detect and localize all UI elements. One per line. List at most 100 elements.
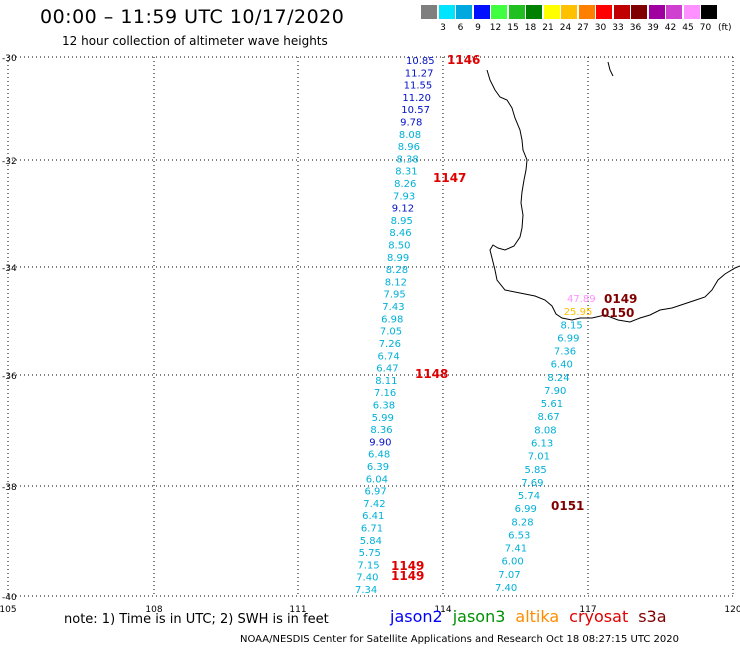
legend-swatch bbox=[561, 5, 577, 19]
wave-height-value: 11.27 bbox=[405, 68, 434, 79]
pass-time-label: 1147 bbox=[433, 171, 466, 185]
wave-height-value: 7.41 bbox=[505, 544, 527, 555]
wave-height-value: 7.93 bbox=[393, 191, 415, 202]
wave-height-value: 10.57 bbox=[401, 105, 430, 116]
footnote: note: 1) Time is in UTC; 2) SWH is in fe… bbox=[64, 612, 329, 627]
wave-height-value: 7.40 bbox=[356, 573, 378, 584]
credit-line: NOAA/NESDIS Center for Satellite Applica… bbox=[240, 634, 679, 645]
wave-height-value: 8.99 bbox=[387, 253, 409, 264]
legend-label: 39 bbox=[647, 23, 659, 33]
pass-time-label: 1149 bbox=[391, 569, 424, 583]
legend-label: 45 bbox=[682, 23, 694, 33]
legend-units: (ft) bbox=[718, 23, 732, 33]
wave-height-value: 11.20 bbox=[402, 93, 431, 104]
wave-height-value: 7.95 bbox=[384, 290, 406, 301]
legend-label: 12 bbox=[489, 23, 502, 33]
wave-height-value: 8.28 bbox=[386, 265, 408, 276]
wave-height-value: 6.99 bbox=[557, 333, 579, 344]
legend-label: 42 bbox=[664, 23, 677, 33]
legend-swatch bbox=[438, 5, 455, 19]
legend-swatch bbox=[508, 5, 525, 19]
wave-height-value: 8.50 bbox=[388, 241, 410, 252]
wave-height-value: 6.41 bbox=[362, 511, 384, 522]
wave-height-value: 7.16 bbox=[374, 388, 396, 399]
wave-height-value: 9.78 bbox=[400, 118, 422, 129]
lat-label: -40 bbox=[2, 593, 17, 603]
wave-height-value: 8.96 bbox=[398, 142, 420, 153]
legend-label: 15 bbox=[507, 23, 519, 33]
wave-height-value: 5.61 bbox=[541, 399, 563, 410]
wave-height-values: 10.8511.2711.5511.2010.579.788.088.968.3… bbox=[355, 56, 596, 596]
wave-height-value: 6.71 bbox=[361, 524, 383, 535]
wave-height-value: 8.36 bbox=[370, 425, 392, 436]
satellite-name: jason2 bbox=[390, 607, 443, 626]
wave-height-value: 6.97 bbox=[365, 487, 387, 498]
wave-height-value: 6.99 bbox=[515, 504, 537, 515]
satellite-name: s3a bbox=[638, 607, 667, 626]
legend-swatch bbox=[701, 5, 717, 19]
wave-height-value: 7.69 bbox=[521, 478, 543, 489]
legend-swatch bbox=[631, 5, 647, 19]
wave-height-value: 9.12 bbox=[392, 204, 414, 215]
legend-label: 36 bbox=[629, 23, 642, 33]
legend-label: 9 bbox=[475, 23, 481, 33]
map-title: 00:00 – 11:59 UTC 10/17/2020 bbox=[40, 6, 345, 28]
wave-height-value: 6.53 bbox=[508, 531, 530, 542]
legend-swatch bbox=[596, 5, 612, 19]
pass-time-label: 0149 bbox=[604, 292, 637, 306]
legend-label: 27 bbox=[577, 23, 589, 33]
wave-height-value: 8.08 bbox=[534, 425, 556, 436]
wave-height-value: 7.36 bbox=[554, 347, 576, 358]
wave-height-value: 8.24 bbox=[547, 373, 569, 384]
legend-swatch bbox=[491, 5, 507, 19]
legend-label: 6 bbox=[457, 23, 464, 33]
lon-label: 114 bbox=[434, 605, 451, 615]
legend-label: 70 bbox=[699, 23, 712, 33]
wave-height-value: 8.15 bbox=[561, 320, 583, 331]
lat-label: -30 bbox=[2, 54, 17, 64]
wave-height-value: 47.89 bbox=[567, 294, 596, 305]
wave-height-value: 6.48 bbox=[368, 450, 390, 461]
wave-height-value: 6.74 bbox=[378, 351, 400, 362]
map-subtitle: 12 hour collection of altimeter wave hei… bbox=[62, 34, 328, 48]
legend-swatch bbox=[578, 5, 595, 19]
lat-label: -36 bbox=[2, 372, 17, 382]
pass-time-label: 0151 bbox=[551, 499, 584, 513]
coastline-fragment bbox=[607, 61, 614, 77]
wave-height-value: 6.38 bbox=[373, 401, 395, 412]
lat-label: -32 bbox=[2, 157, 17, 167]
lon-label: 105 bbox=[0, 605, 17, 615]
wave-height-value: 7.07 bbox=[498, 570, 520, 581]
wave-height-value: 8.31 bbox=[395, 167, 417, 178]
wave-height-value: 7.05 bbox=[380, 327, 402, 338]
wave-height-value: 5.85 bbox=[525, 465, 547, 476]
wave-height-value: 8.11 bbox=[375, 376, 397, 387]
legend-swatch bbox=[421, 5, 437, 19]
wave-height-value: 6.13 bbox=[531, 439, 553, 450]
lon-label: 108 bbox=[145, 605, 162, 615]
wave-height-value: 6.00 bbox=[502, 557, 524, 568]
wave-height-value: 6.98 bbox=[381, 314, 403, 325]
wave-height-value: 7.40 bbox=[495, 583, 517, 594]
legend-label: 30 bbox=[594, 23, 607, 33]
pass-time-label: 0150 bbox=[601, 306, 634, 320]
latitude-labels: -30 -32 -34 -36 -38 -40 bbox=[2, 54, 17, 603]
coastline-west-australia bbox=[486, 69, 740, 323]
wave-height-value: 8.08 bbox=[399, 130, 421, 141]
legend-swatch bbox=[683, 5, 700, 19]
satellite-name: cryosat bbox=[569, 607, 629, 626]
wave-height-value: 6.47 bbox=[376, 364, 398, 375]
wave-height-value: 7.34 bbox=[355, 585, 377, 596]
satellite-legend: jason2 jason3 altika cryosat s3a bbox=[390, 607, 677, 626]
wave-height-value: 7.90 bbox=[544, 386, 566, 397]
lat-label: -34 bbox=[2, 264, 17, 274]
wave-height-value: 5.74 bbox=[518, 491, 540, 502]
wave-height-value: 8.26 bbox=[394, 179, 416, 190]
legend-swatch bbox=[543, 5, 560, 19]
wave-height-value: 6.39 bbox=[367, 462, 389, 473]
graticule bbox=[7, 56, 734, 597]
wave-height-value: 7.01 bbox=[528, 452, 550, 463]
wave-height-value: 8.38 bbox=[397, 154, 419, 165]
satellite-name: altika bbox=[515, 607, 560, 626]
